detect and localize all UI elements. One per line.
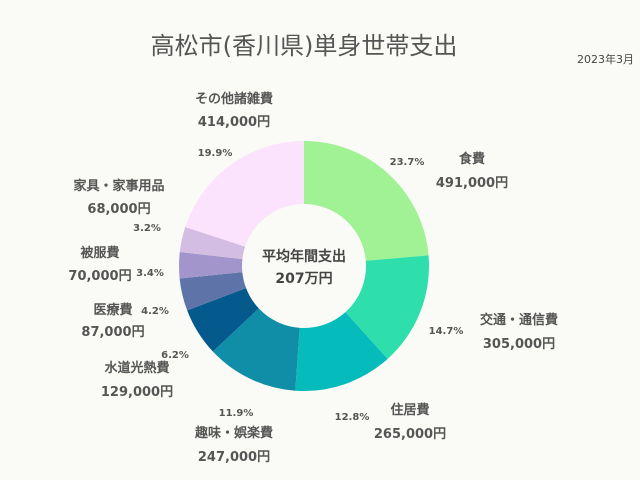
donut-slices [179, 141, 429, 391]
slice-2-percent-label: 14.7% [429, 326, 464, 337]
slice-4 [212, 308, 300, 391]
slice-6 [179, 272, 247, 311]
slice-4-value-label: 247,000円 [198, 450, 270, 465]
slice-3-value-label: 265,000円 [374, 427, 446, 442]
center-label-line1: 平均年間支出 [262, 248, 346, 265]
slice-8-name-label: 家具・家事用品 [73, 178, 164, 194]
slice-8 [179, 226, 246, 260]
slice-8-percent-label: 3.2% [133, 223, 161, 234]
slice-5 [187, 288, 259, 352]
slice-3-name-label: 住居費 [390, 402, 429, 418]
slice-1 [304, 141, 429, 261]
date-label: 2023年3月 [577, 52, 634, 66]
center-label-line2: 207万円 [275, 271, 332, 287]
slice-4-percent-label: 11.9% [219, 408, 254, 419]
slice-5-name-label: 水道光熱費 [104, 360, 169, 376]
chart-title: 高松市(香川県)単身世帯支出 [151, 32, 458, 60]
slice-2-name-label: 交通・通信費 [480, 312, 558, 328]
slice-labels: 食費 491,000円 23.7% 交通・通信費 305,000円 14.7% 住居費 265… [68, 91, 558, 465]
slice-2-value-label: 305,000円 [483, 337, 555, 352]
slice-1-name-label: 食費 [459, 151, 485, 167]
slice-6-percent-label: 4.2% [141, 306, 169, 317]
slice-9 [185, 141, 304, 247]
slice-3-percent-label: 12.8% [335, 412, 370, 423]
slice-7-name-label: 被服費 [79, 245, 119, 261]
slice-1-percent-label: 23.7% [390, 157, 425, 168]
slice-6-value-label: 87,000円 [81, 325, 144, 340]
slice-8-value-label: 68,000円 [87, 202, 150, 217]
slice-5-percent-label: 6.2% [161, 350, 189, 361]
slice-3 [295, 312, 388, 391]
slice-7 [179, 252, 243, 279]
slice-7-value-label: 70,000円 [68, 269, 131, 284]
slice-9-name-label: その他諸雑費 [195, 91, 273, 107]
slice-9-value-label: 414,000円 [198, 115, 270, 130]
slice-1-value-label: 491,000円 [436, 176, 508, 191]
slice-2 [345, 255, 429, 359]
slice-7-percent-label: 3.4% [136, 268, 164, 279]
slice-9-percent-label: 19.9% [198, 148, 233, 159]
slice-6-name-label: 医療費 [93, 302, 132, 318]
slice-5-value-label: 129,000円 [101, 385, 173, 400]
slice-4-name-label: 趣味・娯楽費 [194, 425, 273, 441]
